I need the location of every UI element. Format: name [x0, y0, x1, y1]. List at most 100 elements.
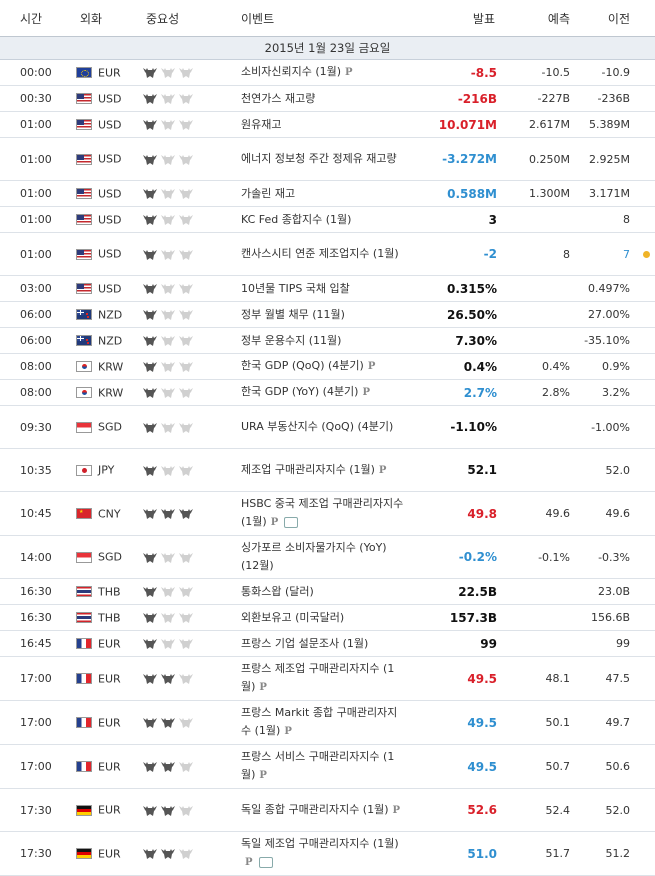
actual-value: 0.588M	[410, 180, 503, 207]
us-flag-icon	[76, 248, 92, 260]
event-name[interactable]: 프랑스 Markit 종합 구매관리자지수 (1월)	[241, 706, 398, 737]
event-row[interactable]: 01:00 USD 캔사스시티 연준 제조업지수 (1월) -2 8 7	[0, 232, 655, 276]
header-row: 시간 외화 중요성 이벤트 발표 예측 이전	[0, 0, 655, 37]
currency-code: USD	[98, 152, 122, 166]
event-name[interactable]: 한국 GDP (QoQ) (4분기)	[241, 359, 364, 372]
previous-value: -0.3%	[578, 535, 638, 579]
de-flag-icon	[76, 804, 92, 816]
currency-code: EUR	[98, 803, 121, 817]
event-name[interactable]: 한국 GDP (YoY) (4분기)	[241, 385, 359, 398]
bull-filled-icon	[143, 587, 157, 597]
speech-bubble-icon[interactable]	[284, 516, 299, 528]
previous-value: 0.497%	[578, 275, 638, 302]
bull-empty-icon	[161, 388, 175, 398]
event-name[interactable]: 천연가스 재고량	[241, 91, 316, 105]
actual-value: 22.5B	[410, 578, 503, 605]
event-name[interactable]: 프랑스 기업 설문조사 (1월)	[241, 636, 369, 650]
event-row[interactable]: 14:00 SGD 싱가포르 소비자물가지수 (YoY) (12월) -0.2% -0.…	[0, 535, 655, 579]
event-row[interactable]: 03:00 USD 10년물 TIPS 국채 입찰 0.315% 0.497%	[0, 275, 655, 302]
currency-code: USD	[98, 92, 122, 106]
bull-empty-icon	[179, 465, 193, 476]
event-name[interactable]: 소비자신뢰지수 (1월)	[241, 65, 342, 78]
bull-filled-icon	[143, 674, 157, 684]
col-header-forecast[interactable]: 예측	[503, 0, 578, 37]
bull-filled-icon	[161, 762, 175, 772]
event-name[interactable]: 제조업 구매관리자지수 (1월)	[241, 462, 375, 476]
event-row[interactable]: 06:00 NZD 정부 월별 채무 (11월) 26.50% 27.00%	[0, 301, 655, 328]
col-header-event[interactable]: 이벤트	[236, 0, 410, 37]
previous-value: 7	[578, 232, 638, 276]
col-header-actual[interactable]: 발표	[410, 0, 503, 37]
event-name[interactable]: 싱가포르 소비자물가지수 (YoY) (12월)	[241, 541, 387, 572]
event-row[interactable]: 00:30 USD 천연가스 재고량 -216B -227B -236B	[0, 85, 655, 112]
event-name[interactable]: 가솔린 재고	[241, 186, 296, 200]
event-row[interactable]: 01:00 USD 원유재고 10.071M 2.617M 5.389M	[0, 111, 655, 138]
bull-empty-icon	[179, 639, 193, 649]
forecast-value: 8	[503, 232, 578, 276]
event-row[interactable]: 06:00 NZD 정부 운용수지 (11월) 7.30% -35.10%	[0, 327, 655, 354]
event-row[interactable]: 10:45 ★ CNY HSBC 중국 제조업 구매관리자지수 (1월) P 49.8 49…	[0, 491, 655, 536]
event-name[interactable]: 10년물 TIPS 국채 입찰	[241, 281, 350, 295]
event-row[interactable]: 08:00 KRW 한국 GDP (YoY) (4분기) P 2.7% 2.8% 3.2%	[0, 379, 655, 406]
event-name[interactable]: URA 부동산지수 (QoQ) (4분기)	[241, 420, 394, 433]
event-row[interactable]: 17:30 EUR 독일 종합 구매관리자지수 (1월) P 52.6 52.4 52.0	[0, 788, 655, 832]
event-row[interactable]: 17:30 EUR 독일 제조업 구매관리자지수 (1월) P 51.0 51.7 51.2	[0, 831, 655, 876]
event-name[interactable]: 캔사스시티 연준 제조업지수 (1월)	[241, 247, 399, 260]
bull-empty-icon	[179, 68, 193, 78]
event-row[interactable]: 01:00 USD KC Fed 종합지수 (1월) 3 8	[0, 206, 655, 233]
event-name[interactable]: 통화스왑 (달러)	[241, 584, 314, 598]
col-header-importance[interactable]: 중요성	[138, 0, 236, 37]
event-name[interactable]: 독일 종합 구매관리자지수 (1월)	[241, 802, 389, 816]
col-header-currency[interactable]: 외화	[70, 0, 138, 37]
event-name[interactable]: 원유재고	[241, 117, 282, 131]
preliminary-badge: P	[259, 770, 267, 781]
event-row[interactable]: 16:45 EUR 프랑스 기업 설문조사 (1월) 99 99	[0, 630, 655, 657]
col-header-previous[interactable]: 이전	[578, 0, 638, 37]
event-row[interactable]: 16:30 THB 외환보유고 (미국달러) 157.3B 156.6B	[0, 604, 655, 631]
event-name[interactable]: 정부 월별 채무 (11월)	[241, 307, 345, 321]
us-flag-icon	[76, 93, 92, 105]
event-row[interactable]: 16:30 THB 통화스왑 (달러) 22.5B 23.0B	[0, 578, 655, 605]
event-row[interactable]: 09:30 SGD URA 부동산지수 (QoQ) (4분기) -1.10% -1.00…	[0, 405, 655, 449]
currency-code: SGD	[98, 550, 122, 564]
fr-flag-icon	[76, 717, 92, 729]
event-row[interactable]: 00:00 EUR 소비자신뢰지수 (1월) P -8.5 -10.5 -10.9	[0, 59, 655, 86]
event-row[interactable]: 17:00 EUR 프랑스 서비스 구매관리자지수 (1월) P 49.5 50.7 50.…	[0, 744, 655, 789]
actual-value: 51.0	[410, 831, 503, 876]
forecast-value	[503, 327, 578, 354]
event-name[interactable]: 정부 운용수지 (11월)	[241, 333, 342, 347]
event-name[interactable]: 독일 제조업 구매관리자지수 (1월)	[241, 837, 399, 850]
event-row[interactable]: 17:00 EUR 프랑스 제조업 구매관리자지수 (1월) P 49.5 48.1 47.…	[0, 656, 655, 701]
forecast-value: -10.5	[503, 59, 578, 86]
event-name[interactable]: HSBC 중국 제조업 구매관리자지수 (1월)	[241, 497, 404, 528]
bull-empty-icon	[179, 310, 193, 320]
col-header-time[interactable]: 시간	[0, 0, 70, 37]
event-time: 00:00	[0, 59, 70, 86]
importance-rating	[138, 700, 236, 745]
event-name[interactable]: 프랑스 서비스 구매관리자지수 (1월)	[241, 750, 395, 781]
event-row[interactable]: 17:00 EUR 프랑스 Markit 종합 구매관리자지수 (1월) P 49.5 5…	[0, 700, 655, 745]
bull-empty-icon	[161, 465, 175, 476]
event-row[interactable]: 01:00 USD 에너지 정보청 주간 정제유 재고량 -3.272M 0.250M 2…	[0, 137, 655, 181]
event-name[interactable]: KC Fed 종합지수 (1월)	[241, 212, 352, 226]
event-name[interactable]: 에너지 정보청 주간 정제유 재고량	[241, 152, 397, 165]
speech-bubble-icon[interactable]	[258, 856, 273, 868]
event-time: 16:45	[0, 630, 70, 657]
bull-empty-icon	[179, 284, 193, 294]
event-row[interactable]: 10:35 JPY 제조업 구매관리자지수 (1월) P 52.1 52.0	[0, 448, 655, 492]
actual-value: 99	[410, 630, 503, 657]
event-time: 00:30	[0, 85, 70, 112]
fr-flag-icon	[76, 638, 92, 650]
alert-dot-icon[interactable]	[643, 250, 650, 258]
currency-code: THB	[98, 585, 121, 599]
actual-value: -3.272M	[410, 137, 503, 181]
event-row[interactable]: 01:00 USD 가솔린 재고 0.588M 1.300M 3.171M	[0, 180, 655, 207]
bull-filled-icon	[143, 552, 157, 563]
event-time: 16:30	[0, 578, 70, 605]
currency-code: USD	[98, 282, 122, 296]
forecast-value	[503, 275, 578, 302]
col-header-alert	[638, 0, 655, 37]
event-name[interactable]: 외환보유고 (미국달러)	[241, 610, 345, 624]
event-name[interactable]: 프랑스 제조업 구매관리자지수 (1월)	[241, 662, 395, 693]
event-row[interactable]: 08:00 KRW 한국 GDP (QoQ) (4분기) P 0.4% 0.4% 0.9%	[0, 353, 655, 380]
